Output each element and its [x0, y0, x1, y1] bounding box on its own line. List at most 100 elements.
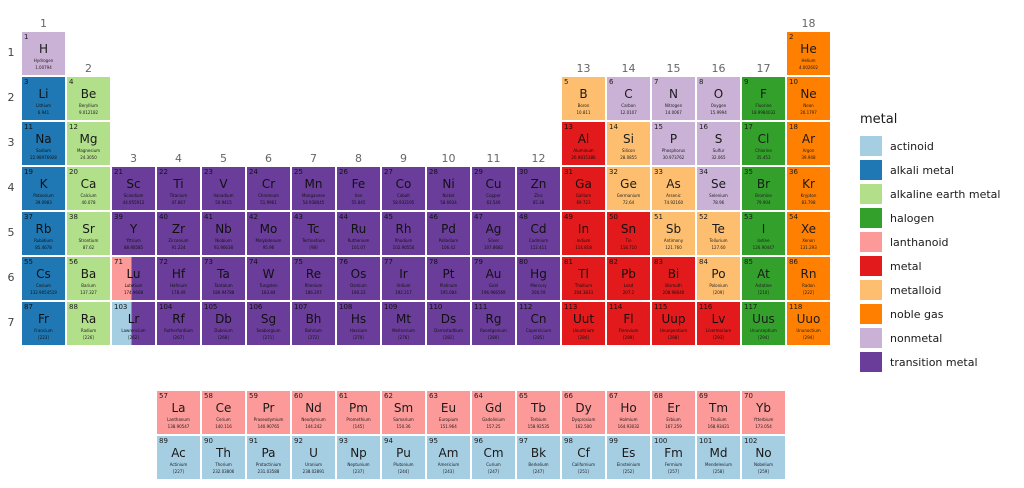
element-name: Chromium [258, 193, 279, 198]
atomic-number: 72 [159, 258, 168, 266]
element-symbol: Au [485, 267, 502, 281]
atomic-mass: 40.078 [81, 200, 96, 205]
legend-label: nonmetal [890, 331, 943, 345]
element-name: Thulium [710, 417, 727, 422]
atomic-mass: 238.02891 [302, 469, 325, 474]
element-symbol: Bi [667, 267, 680, 281]
element-cell-uut: 113 Uut Ununtrium [284] [562, 302, 605, 345]
atomic-mass: 54.938045 [302, 200, 325, 205]
element-symbol: Y [129, 222, 138, 236]
atomic-mass: 32.065 [711, 155, 726, 160]
element-symbol: Pd [441, 222, 456, 236]
element-cell-kr: 36 Kr Krypton 83.798 [787, 167, 830, 210]
element-name: Antimony [663, 238, 684, 243]
element-name: Neptunium [347, 462, 370, 467]
atomic-number: 64 [474, 392, 483, 400]
element-symbol: B [579, 87, 588, 101]
group-label-2: 2 [85, 62, 92, 75]
element-symbol: As [666, 177, 681, 191]
element-symbol: Fm [664, 446, 683, 460]
element-name: Fluorine [755, 103, 772, 108]
element-name: Astatine [755, 283, 772, 288]
element-symbol: U [309, 446, 318, 460]
atomic-mass: [259] [758, 469, 769, 474]
element-cell-hg: 80 Hg Mercury 200.59 [517, 257, 560, 300]
element-cell-be: 4 Be Beryllium 9.012182 [67, 77, 110, 120]
element-name: Hydrogen [33, 58, 54, 63]
element-symbol: V [219, 177, 228, 191]
element-cell-ra: 88 Ra Radium [226] [67, 302, 110, 345]
element-name: Radon [802, 283, 815, 288]
element-symbol: No [755, 446, 772, 460]
element-name: Lanthanum [167, 417, 190, 422]
element-symbol: Ho [620, 401, 637, 415]
element-cell-c: 6 C Carbon 12.0107 [607, 77, 650, 120]
atomic-number: 14 [609, 123, 618, 131]
atomic-number: 109 [384, 303, 398, 311]
element-name: Magnesium [76, 148, 101, 153]
atomic-mass: 9.012182 [78, 110, 99, 115]
atomic-number: 48 [519, 213, 528, 221]
atomic-number: 24 [249, 168, 258, 176]
legend: metal actinoid alkali metal alkaline earth… [860, 112, 1022, 374]
element-name: Argon [802, 148, 815, 153]
element-symbol: Fl [623, 312, 634, 326]
atomic-mass: [237] [353, 469, 364, 474]
atomic-mass: 63.546 [486, 200, 501, 205]
element-name: Silver [487, 238, 500, 243]
element-cell-lv: 116 Lv Livermorium [293] [697, 302, 740, 345]
element-symbol: C [624, 87, 633, 101]
atomic-mass: [145] [353, 424, 364, 429]
atomic-mass: 180.94788 [212, 290, 235, 295]
element-symbol: Sr [82, 222, 95, 236]
element-symbol: Nb [215, 222, 232, 236]
element-cell-nb: 41 Nb Niobium 92.90638 [202, 212, 245, 255]
atomic-mass: [247] [533, 469, 544, 474]
element-name: Lead [623, 283, 634, 288]
legend-label: metalloid [890, 283, 942, 297]
element-cell-sn: 50 Sn Tin 118.710 [607, 212, 650, 255]
element-symbol: Rn [800, 267, 817, 281]
group-label-10: 10 [441, 152, 456, 165]
element-name: Cadmium [528, 238, 549, 243]
element-cell-fl: 114 Fl Flerovium [289] [607, 302, 650, 345]
element-symbol: I [761, 222, 766, 236]
element-cell-np: 93 Np Neptunium [237] [337, 436, 380, 479]
element-symbol: Tl [578, 267, 589, 281]
atomic-mass: 28.0855 [620, 155, 637, 160]
atomic-mass: [243] [443, 469, 454, 474]
group-label-1: 1 [40, 17, 47, 30]
element-symbol: Bh [305, 312, 322, 326]
element-cell-db: 105 Db Dubnium [268] [202, 302, 245, 345]
atomic-mass: 131.293 [800, 245, 817, 250]
element-cell-f: 9 F Fluorine 18.9984032 [742, 77, 785, 120]
atomic-mass: 39.948 [801, 155, 816, 160]
element-cell-ho: 67 Ho Holmium 164.93032 [607, 391, 650, 434]
atomic-number: 41 [204, 213, 213, 221]
element-symbol: Tm [708, 401, 729, 415]
group-label-11: 11 [486, 152, 501, 165]
atomic-mass: 121.760 [665, 245, 682, 250]
atomic-number: 19 [24, 168, 33, 176]
atomic-number: 73 [204, 258, 213, 266]
atomic-mass: 138.90547 [167, 424, 190, 429]
atomic-number: 31 [564, 168, 573, 176]
atomic-mass: 26.9815386 [571, 155, 596, 160]
element-cell-ce: 58 Ce Cerium 140.116 [202, 391, 245, 434]
atomic-mass: 22.98976928 [30, 155, 57, 160]
legend-label: noble gas [890, 307, 944, 321]
legend-item: transition metal [860, 350, 1022, 374]
atomic-number: 3 [24, 78, 29, 86]
atomic-mass: 167.259 [665, 424, 682, 429]
element-symbol: Si [623, 132, 634, 146]
atomic-number: 68 [654, 392, 663, 400]
element-symbol: Pb [621, 267, 636, 281]
element-cell-tc: 43 Tc Technetium [98] [292, 212, 335, 255]
element-name: Lithium [36, 103, 51, 108]
element-name: Chlorine [755, 148, 772, 153]
element-name: Barium [81, 283, 96, 288]
element-name: Iron [354, 193, 363, 198]
group-label-13: 13 [576, 62, 591, 75]
atomic-number: 39 [114, 213, 123, 221]
atomic-mass: 158.92535 [527, 424, 550, 429]
